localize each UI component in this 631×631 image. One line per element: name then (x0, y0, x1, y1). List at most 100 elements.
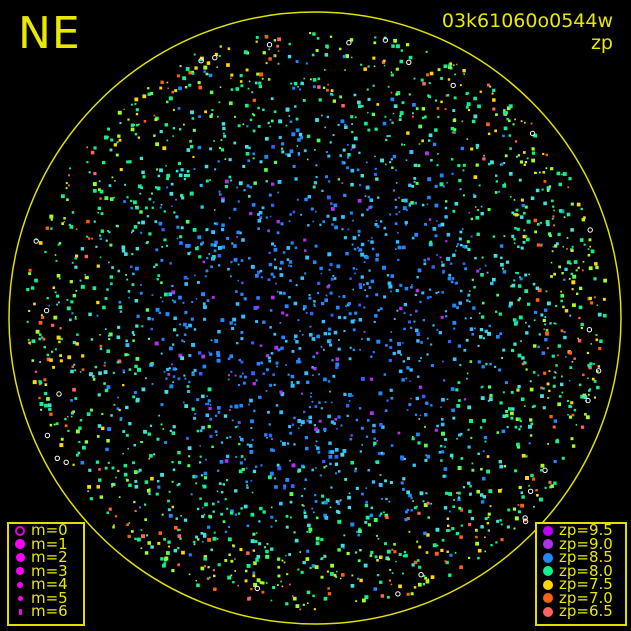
star (379, 307, 383, 310)
star (133, 470, 138, 474)
star (384, 409, 388, 412)
star (504, 381, 508, 385)
star (323, 513, 327, 518)
star (89, 408, 93, 412)
star (479, 426, 483, 429)
star (190, 317, 194, 321)
star (190, 493, 193, 496)
star (558, 182, 562, 187)
star (540, 463, 545, 468)
star (175, 169, 179, 173)
star (360, 174, 364, 178)
star (563, 278, 566, 281)
bright-star (522, 518, 529, 525)
star (464, 317, 467, 320)
star (332, 134, 335, 136)
star (99, 495, 103, 499)
star (145, 308, 150, 312)
star (491, 92, 494, 95)
star (403, 198, 408, 203)
star (253, 409, 256, 413)
star (376, 574, 380, 577)
star (217, 411, 221, 414)
star (337, 511, 341, 514)
star (46, 353, 50, 357)
star (325, 44, 329, 49)
star (199, 455, 202, 458)
star (274, 345, 279, 350)
star (329, 462, 332, 466)
star (43, 378, 47, 382)
star (456, 63, 458, 66)
star (280, 580, 282, 583)
star (580, 327, 583, 330)
star (580, 425, 585, 429)
star (487, 399, 490, 402)
star (286, 246, 291, 250)
star (252, 571, 256, 574)
star (312, 355, 315, 359)
star (291, 463, 296, 468)
star (437, 224, 441, 228)
star (252, 114, 256, 117)
star (367, 128, 371, 132)
star (363, 261, 366, 263)
star (391, 121, 394, 124)
star (38, 380, 42, 384)
star (189, 144, 194, 149)
star (406, 490, 410, 495)
color-swatch-icon (543, 606, 553, 617)
star (358, 529, 362, 533)
star (313, 304, 316, 307)
star (548, 389, 551, 392)
star (428, 133, 433, 138)
star (384, 479, 387, 483)
star (198, 372, 203, 376)
star (313, 303, 315, 305)
star (402, 206, 407, 211)
star (217, 406, 221, 410)
star (590, 343, 592, 345)
dot-marker-icon (15, 553, 25, 563)
star (74, 257, 77, 260)
legend-label: zp=6.5 (559, 602, 613, 621)
star (505, 260, 510, 264)
star (445, 240, 448, 243)
star (149, 424, 153, 427)
star (397, 350, 401, 354)
star (55, 422, 59, 426)
star (364, 503, 369, 508)
star (211, 256, 215, 261)
star (350, 115, 354, 119)
star (415, 181, 419, 185)
star (241, 372, 244, 375)
star (353, 247, 357, 251)
star (340, 452, 345, 457)
star (458, 178, 462, 183)
star (286, 573, 289, 576)
star (57, 243, 60, 246)
star (380, 158, 384, 163)
star (295, 340, 299, 344)
star (603, 278, 607, 283)
star (209, 147, 213, 151)
star (68, 184, 70, 187)
star (395, 289, 399, 293)
star (148, 457, 151, 460)
star (369, 411, 374, 415)
star (147, 87, 150, 90)
star (230, 509, 234, 513)
star (54, 348, 57, 351)
star (188, 83, 192, 87)
star (534, 310, 538, 314)
star (59, 354, 62, 357)
star (468, 509, 472, 514)
star (315, 440, 318, 443)
star (68, 223, 71, 227)
star (126, 523, 129, 526)
star (182, 76, 187, 81)
star (302, 466, 305, 469)
star (56, 294, 60, 298)
star (280, 440, 282, 443)
star (527, 302, 531, 306)
